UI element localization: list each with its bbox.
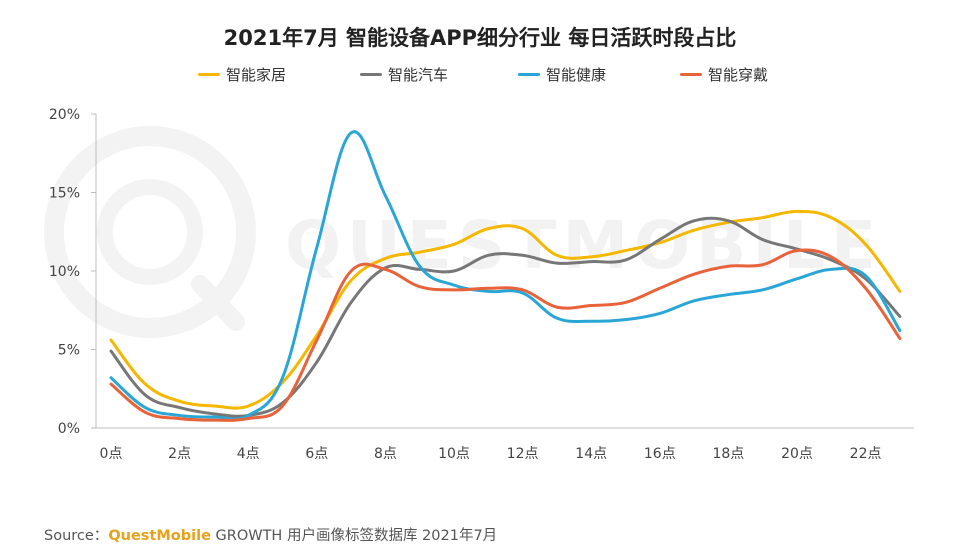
- legend-item-smart-home: 智能家居: [198, 64, 286, 85]
- series-line-smart-health: [109, 130, 902, 421]
- legend-swatch: [680, 73, 702, 76]
- source-suffix: GROWTH 用户画像标签数据库 2021年7月: [215, 528, 498, 544]
- x-tick-label: 8点: [374, 446, 397, 462]
- y-tick-label: 15%: [49, 186, 80, 202]
- legend-label: 智能穿戴: [708, 66, 769, 84]
- series-line-smart-home: [109, 209, 902, 410]
- x-tick-label: 10点: [438, 446, 470, 462]
- x-axis: 0点 2点 4点 6点 8点 10点 12点 14点 16点 18点 20点 22点: [96, 427, 914, 462]
- x-tick-label: 6点: [305, 446, 328, 462]
- y-tick-label: 5%: [58, 343, 80, 359]
- x-tick-label: 20点: [781, 446, 813, 462]
- y-tick-label: 10%: [49, 264, 80, 280]
- y-tick-label: 20%: [49, 107, 80, 123]
- legend-swatch: [518, 73, 540, 76]
- legend-label: 智能家居: [226, 66, 287, 84]
- legend-label: 智能汽车: [388, 66, 449, 84]
- y-tick-label: 0%: [58, 421, 80, 437]
- y-axis: 0% 5% 10% 15% 20%: [49, 107, 97, 437]
- legend-swatch: [198, 73, 220, 76]
- legend-item-smart-car: 智能汽车: [360, 64, 448, 85]
- x-tick-label: 22点: [850, 446, 882, 462]
- x-tick-label: 16点: [644, 446, 676, 462]
- series-layer: [109, 130, 902, 422]
- chart-title: 2021年7月 智能设备APP细分行业 每日活跃时段占比: [223, 26, 737, 50]
- legend-swatch: [360, 73, 382, 76]
- x-tick-label: 0点: [100, 446, 123, 462]
- x-tick-label: 4点: [237, 446, 260, 462]
- x-tick-label: 2点: [168, 446, 191, 462]
- x-tick-label: 18点: [712, 446, 744, 462]
- source-brand: QuestMobile: [108, 528, 211, 544]
- legend-label: 智能健康: [546, 66, 607, 84]
- series-line-smart-wearable: [109, 248, 902, 422]
- source-note: Source：QuestMobile GROWTH 用户画像标签数据库 2021…: [44, 524, 497, 545]
- legend-item-smart-wearable: 智能穿戴: [680, 64, 768, 85]
- series-line-smart-car: [109, 216, 902, 418]
- x-tick-label: 14点: [575, 446, 607, 462]
- x-tick-label: 12点: [507, 446, 539, 462]
- source-prefix: Source：: [44, 528, 109, 544]
- legend: 智能家居 智能汽车 智能健康 智能穿戴: [0, 64, 960, 88]
- legend-item-smart-health: 智能健康: [518, 64, 606, 85]
